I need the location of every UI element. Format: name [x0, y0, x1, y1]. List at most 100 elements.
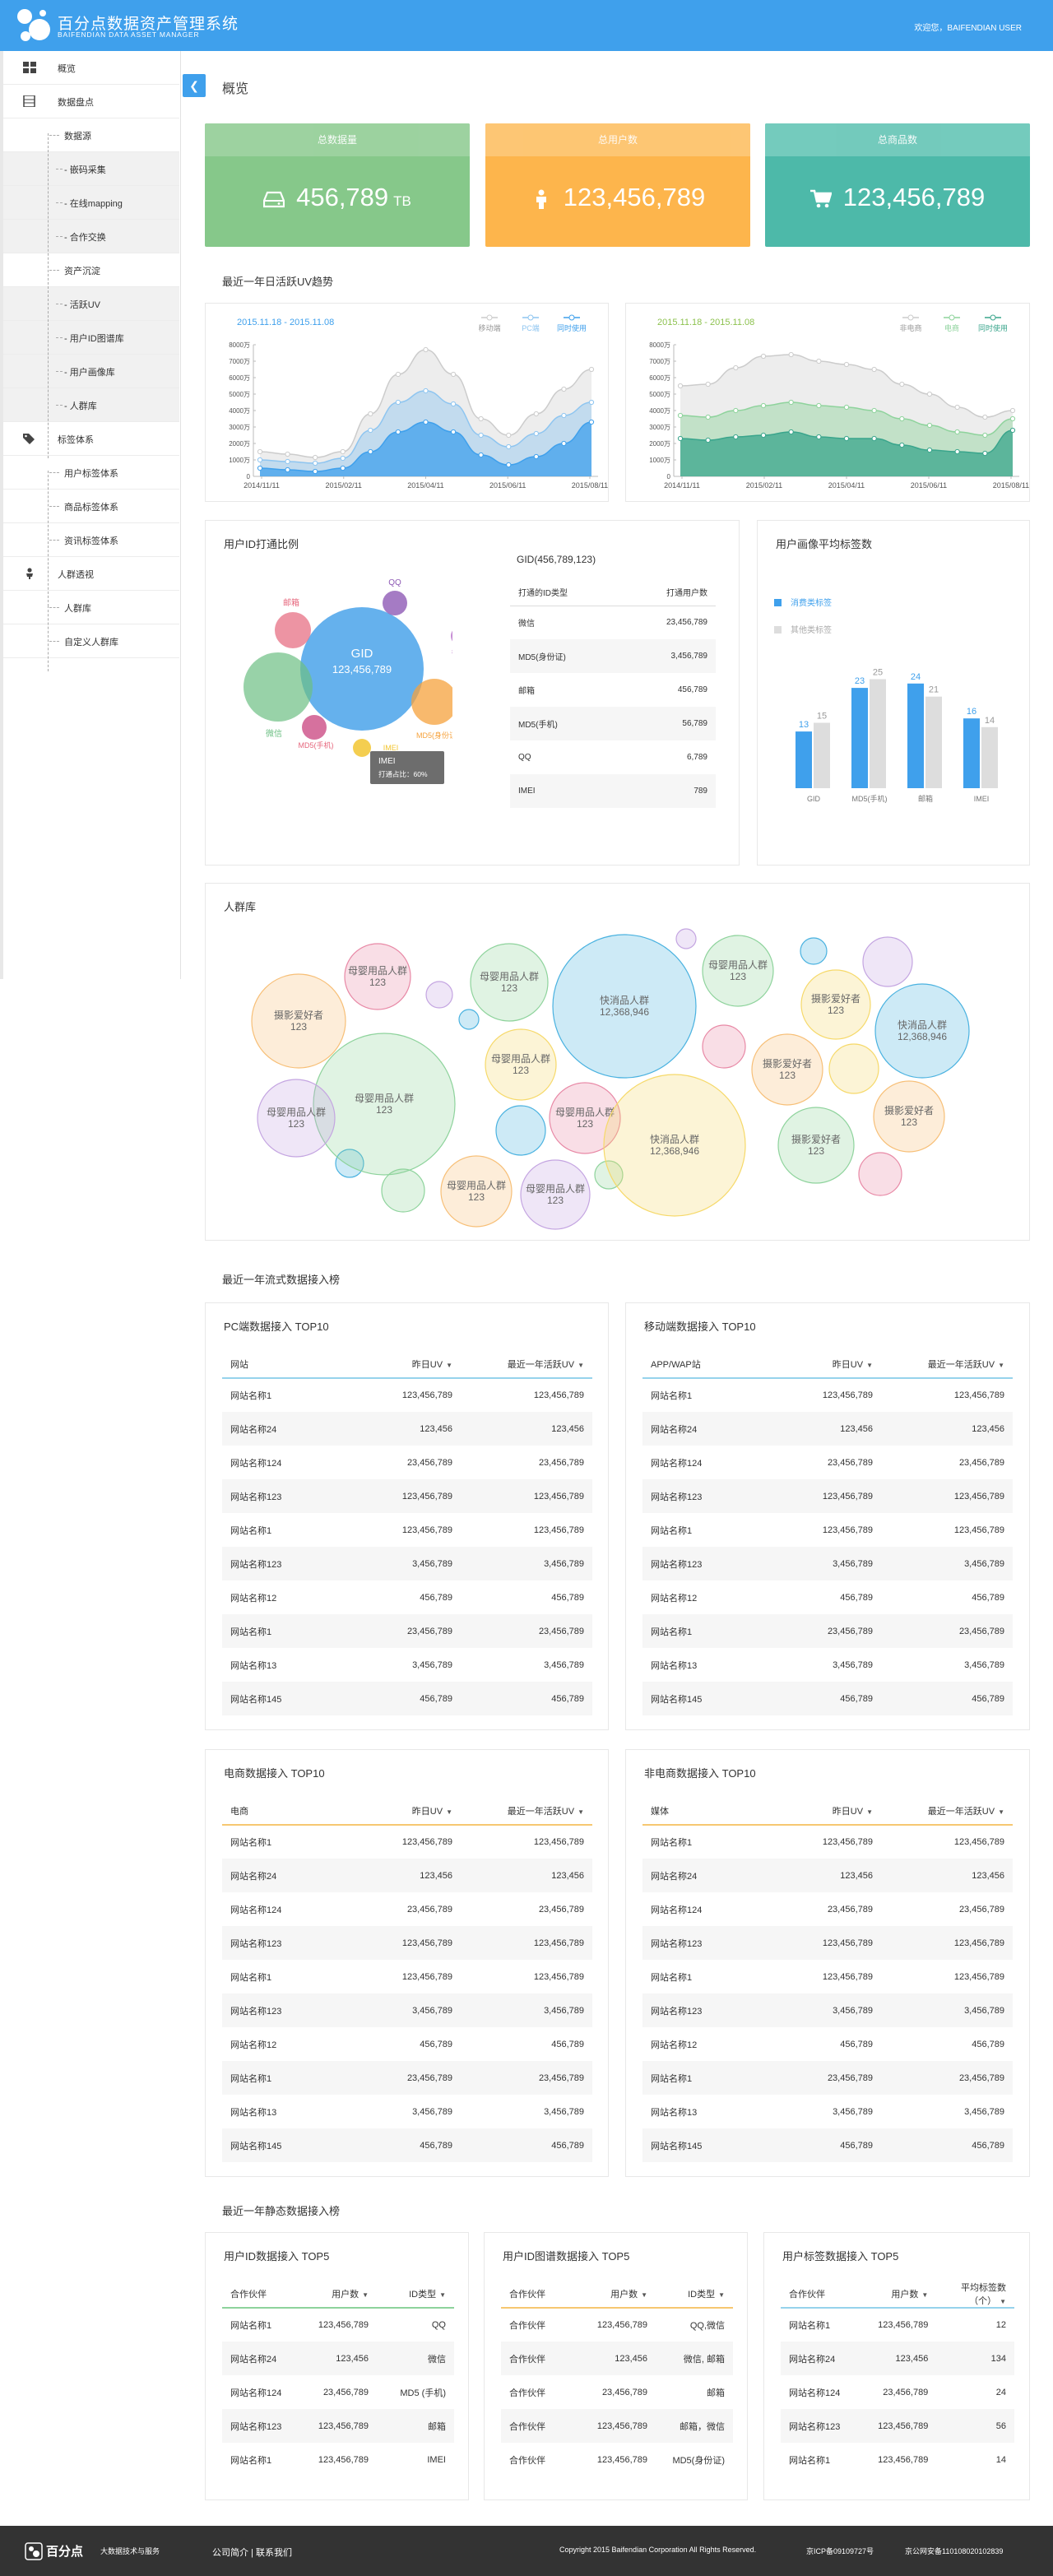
- data-point[interactable]: [677, 383, 684, 389]
- data-point[interactable]: [843, 361, 850, 368]
- data-point[interactable]: [899, 381, 905, 388]
- data-point[interactable]: [257, 457, 263, 463]
- data-point[interactable]: [506, 432, 512, 439]
- column-header[interactable]: 平均标签数（个） ▼: [936, 2281, 1014, 2309]
- sort-down-icon[interactable]: ▼: [362, 2291, 369, 2299]
- welcome-user[interactable]: 欢迎您，BAIFENDIAN USER: [914, 24, 1022, 33]
- data-point[interactable]: [340, 448, 346, 455]
- data-point[interactable]: [450, 371, 457, 378]
- column-header[interactable]: 最近一年活跃UV ▼: [881, 1351, 1013, 1379]
- bar[interactable]: [851, 688, 868, 788]
- data-point[interactable]: [843, 435, 850, 442]
- sort-down-icon[interactable]: ▼: [1000, 2298, 1006, 2305]
- sidebar-item-1[interactable]: 数据盘点: [0, 85, 179, 118]
- bar[interactable]: [796, 731, 812, 788]
- sidebar-item-6[interactable]: 资产沉淀: [0, 253, 179, 287]
- data-point[interactable]: [285, 458, 290, 465]
- table-row[interactable]: 网站名称1 123,456,789 QQ: [222, 2308, 454, 2342]
- table-row[interactable]: 网站名称1 23,456,789 23,456,789: [642, 2061, 1013, 2095]
- table-row[interactable]: 网站名称145 456,789 456,789: [642, 2128, 1013, 2162]
- id-bubble-0[interactable]: [300, 607, 424, 731]
- table-row[interactable]: 网站名称1 123,456,789 14: [781, 2443, 1014, 2476]
- column-header[interactable]: 最近一年活跃UV ▼: [461, 1798, 592, 1826]
- crowd-bubble[interactable]: [800, 969, 871, 1040]
- data-point[interactable]: [1009, 407, 1016, 414]
- crowd-bubble-small[interactable]: [458, 1009, 480, 1030]
- data-point[interactable]: [313, 460, 318, 466]
- footer-links[interactable]: 公司简介 | 联系我们: [212, 2548, 292, 2558]
- crowd-bubble[interactable]: [344, 943, 411, 1010]
- data-point[interactable]: [1009, 427, 1016, 434]
- data-point[interactable]: [871, 435, 877, 442]
- table-row[interactable]: 网站名称124 23,456,789 23,456,789: [222, 1446, 592, 1479]
- column-header[interactable]: 昨日UV ▼: [329, 1351, 461, 1379]
- data-point[interactable]: [677, 435, 684, 442]
- sidebar-item-17[interactable]: 自定义人群库: [0, 624, 179, 658]
- id-bubble-7[interactable]: [353, 739, 371, 757]
- crowd-bubble-small[interactable]: [862, 936, 913, 987]
- sidebar-item-11[interactable]: 标签体系: [0, 422, 179, 456]
- crowd-bubble-small[interactable]: [800, 937, 828, 965]
- table-row[interactable]: 网站名称1 123,456,789 12: [781, 2308, 1014, 2342]
- id-bubble-6[interactable]: [302, 715, 327, 740]
- data-point[interactable]: [954, 448, 960, 455]
- data-point[interactable]: [733, 364, 739, 371]
- sidebar-item-5[interactable]: - 合作交换: [0, 220, 179, 253]
- column-header[interactable]: 最近一年活跃UV ▼: [881, 1798, 1013, 1826]
- table-row[interactable]: 网站名称1 123,456,789 123,456,789: [222, 1378, 592, 1412]
- data-point[interactable]: [982, 414, 988, 420]
- column-header[interactable]: 昨日UV ▼: [329, 1798, 461, 1826]
- crowd-bubble[interactable]: [251, 973, 346, 1069]
- table-row[interactable]: 网站名称1 123,456,789 123,456,789: [642, 1825, 1013, 1859]
- table-row[interactable]: 网站名称123 3,456,789 3,456,789: [222, 1547, 592, 1580]
- data-point[interactable]: [395, 429, 401, 435]
- data-point[interactable]: [423, 419, 429, 425]
- crowd-bubble[interactable]: [874, 983, 970, 1079]
- data-point[interactable]: [313, 454, 318, 461]
- data-point[interactable]: [423, 388, 429, 394]
- crowd-bubble-small[interactable]: [858, 1152, 902, 1196]
- crowd-bubble[interactable]: [552, 934, 697, 1079]
- crowd-bubble-small[interactable]: [828, 1043, 879, 1094]
- data-point[interactable]: [257, 448, 263, 455]
- table-row[interactable]: 网站名称123 3,456,789 3,456,789: [642, 1993, 1013, 2027]
- data-point[interactable]: [588, 399, 595, 406]
- table-row[interactable]: 合作伙伴 123,456,789 QQ,微信: [501, 2308, 733, 2342]
- data-point[interactable]: [926, 422, 933, 429]
- data-point[interactable]: [705, 437, 711, 443]
- crowd-bubble-small[interactable]: [381, 1168, 425, 1213]
- crowd-bubble[interactable]: [777, 1107, 855, 1184]
- sort-down-icon[interactable]: ▼: [998, 1362, 1004, 1369]
- bar[interactable]: [925, 696, 942, 788]
- crowd-bubble[interactable]: [751, 1033, 823, 1106]
- sidebar-item-0[interactable]: 概览: [0, 51, 179, 85]
- bar[interactable]: [907, 683, 924, 788]
- column-header[interactable]: 用户数 ▼: [853, 2281, 937, 2309]
- data-point[interactable]: [705, 414, 711, 420]
- sidebar-item-16[interactable]: 人群库: [0, 591, 179, 624]
- table-row[interactable]: 网站名称24 123,456 123,456: [222, 1412, 592, 1446]
- table-row[interactable]: 网站名称13 3,456,789 3,456,789: [222, 2095, 592, 2128]
- table-row[interactable]: 网站名称124 23,456,789 24: [781, 2375, 1014, 2409]
- data-point[interactable]: [871, 366, 877, 373]
- data-point[interactable]: [705, 381, 711, 388]
- sidebar-item-15[interactable]: 人群透视: [0, 557, 179, 591]
- sidebar-item-10[interactable]: - 人群库: [0, 388, 179, 422]
- data-point[interactable]: [899, 442, 905, 448]
- data-point[interactable]: [478, 415, 484, 422]
- sort-down-icon[interactable]: ▼: [446, 1362, 452, 1369]
- table-row[interactable]: 网站名称24 123,456 123,456: [222, 1859, 592, 1892]
- data-point[interactable]: [733, 434, 739, 440]
- data-point[interactable]: [478, 432, 484, 439]
- table-row[interactable]: 网站名称24 123,456 123,456: [642, 1412, 1013, 1446]
- table-row[interactable]: 网站名称145 456,789 456,789: [642, 1682, 1013, 1715]
- data-point[interactable]: [816, 402, 822, 409]
- sort-down-icon[interactable]: ▼: [578, 1808, 584, 1816]
- data-point[interactable]: [506, 443, 512, 450]
- table-row[interactable]: 网站名称123 123,456,789 123,456,789: [222, 1479, 592, 1513]
- logo-icon[interactable]: [15, 7, 53, 44]
- sort-down-icon[interactable]: ▼: [578, 1362, 584, 1369]
- table-row[interactable]: 合作伙伴 123,456,789 邮箱，微信: [501, 2409, 733, 2443]
- crowd-bubble-small[interactable]: [675, 928, 697, 949]
- crowd-bubble[interactable]: [702, 935, 774, 1007]
